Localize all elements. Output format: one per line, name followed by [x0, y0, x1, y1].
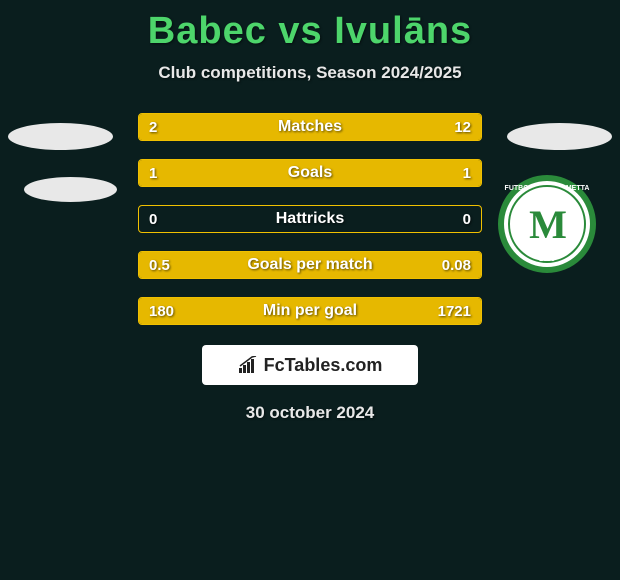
- subtitle: Club competitions, Season 2024/2025: [0, 63, 620, 83]
- stats-container: 2 Matches 12 1 Goals 1 0 Hattricks 0 0.5…: [0, 113, 620, 325]
- stat-label: Goals: [139, 164, 481, 182]
- stat-value-right: 1721: [438, 303, 471, 320]
- stat-row-hattricks: 0 Hattricks 0: [138, 205, 482, 233]
- stat-row-goals: 1 Goals 1: [138, 159, 482, 187]
- date-label: 30 october 2024: [0, 403, 620, 423]
- stat-row-matches: 2 Matches 12: [138, 113, 482, 141]
- stat-row-goals-per-match: 0.5 Goals per match 0.08: [138, 251, 482, 279]
- stat-value-right: 0.08: [442, 257, 471, 274]
- bar-chart-icon: [238, 356, 260, 374]
- stat-value-right: 0: [463, 211, 471, 228]
- brand-badge[interactable]: FcTables.com: [202, 345, 418, 385]
- stat-label: Hattricks: [139, 210, 481, 228]
- stat-label: Goals per match: [139, 256, 481, 274]
- stat-row-min-per-goal: 180 Min per goal 1721: [138, 297, 482, 325]
- stat-value-right: 12: [454, 119, 471, 136]
- stat-value-right: 1: [463, 165, 471, 182]
- brand-text: FcTables.com: [264, 355, 383, 376]
- page-title: Babec vs Ivulāns: [0, 0, 620, 53]
- stat-label: Min per goal: [139, 302, 481, 320]
- stat-label: Matches: [139, 118, 481, 136]
